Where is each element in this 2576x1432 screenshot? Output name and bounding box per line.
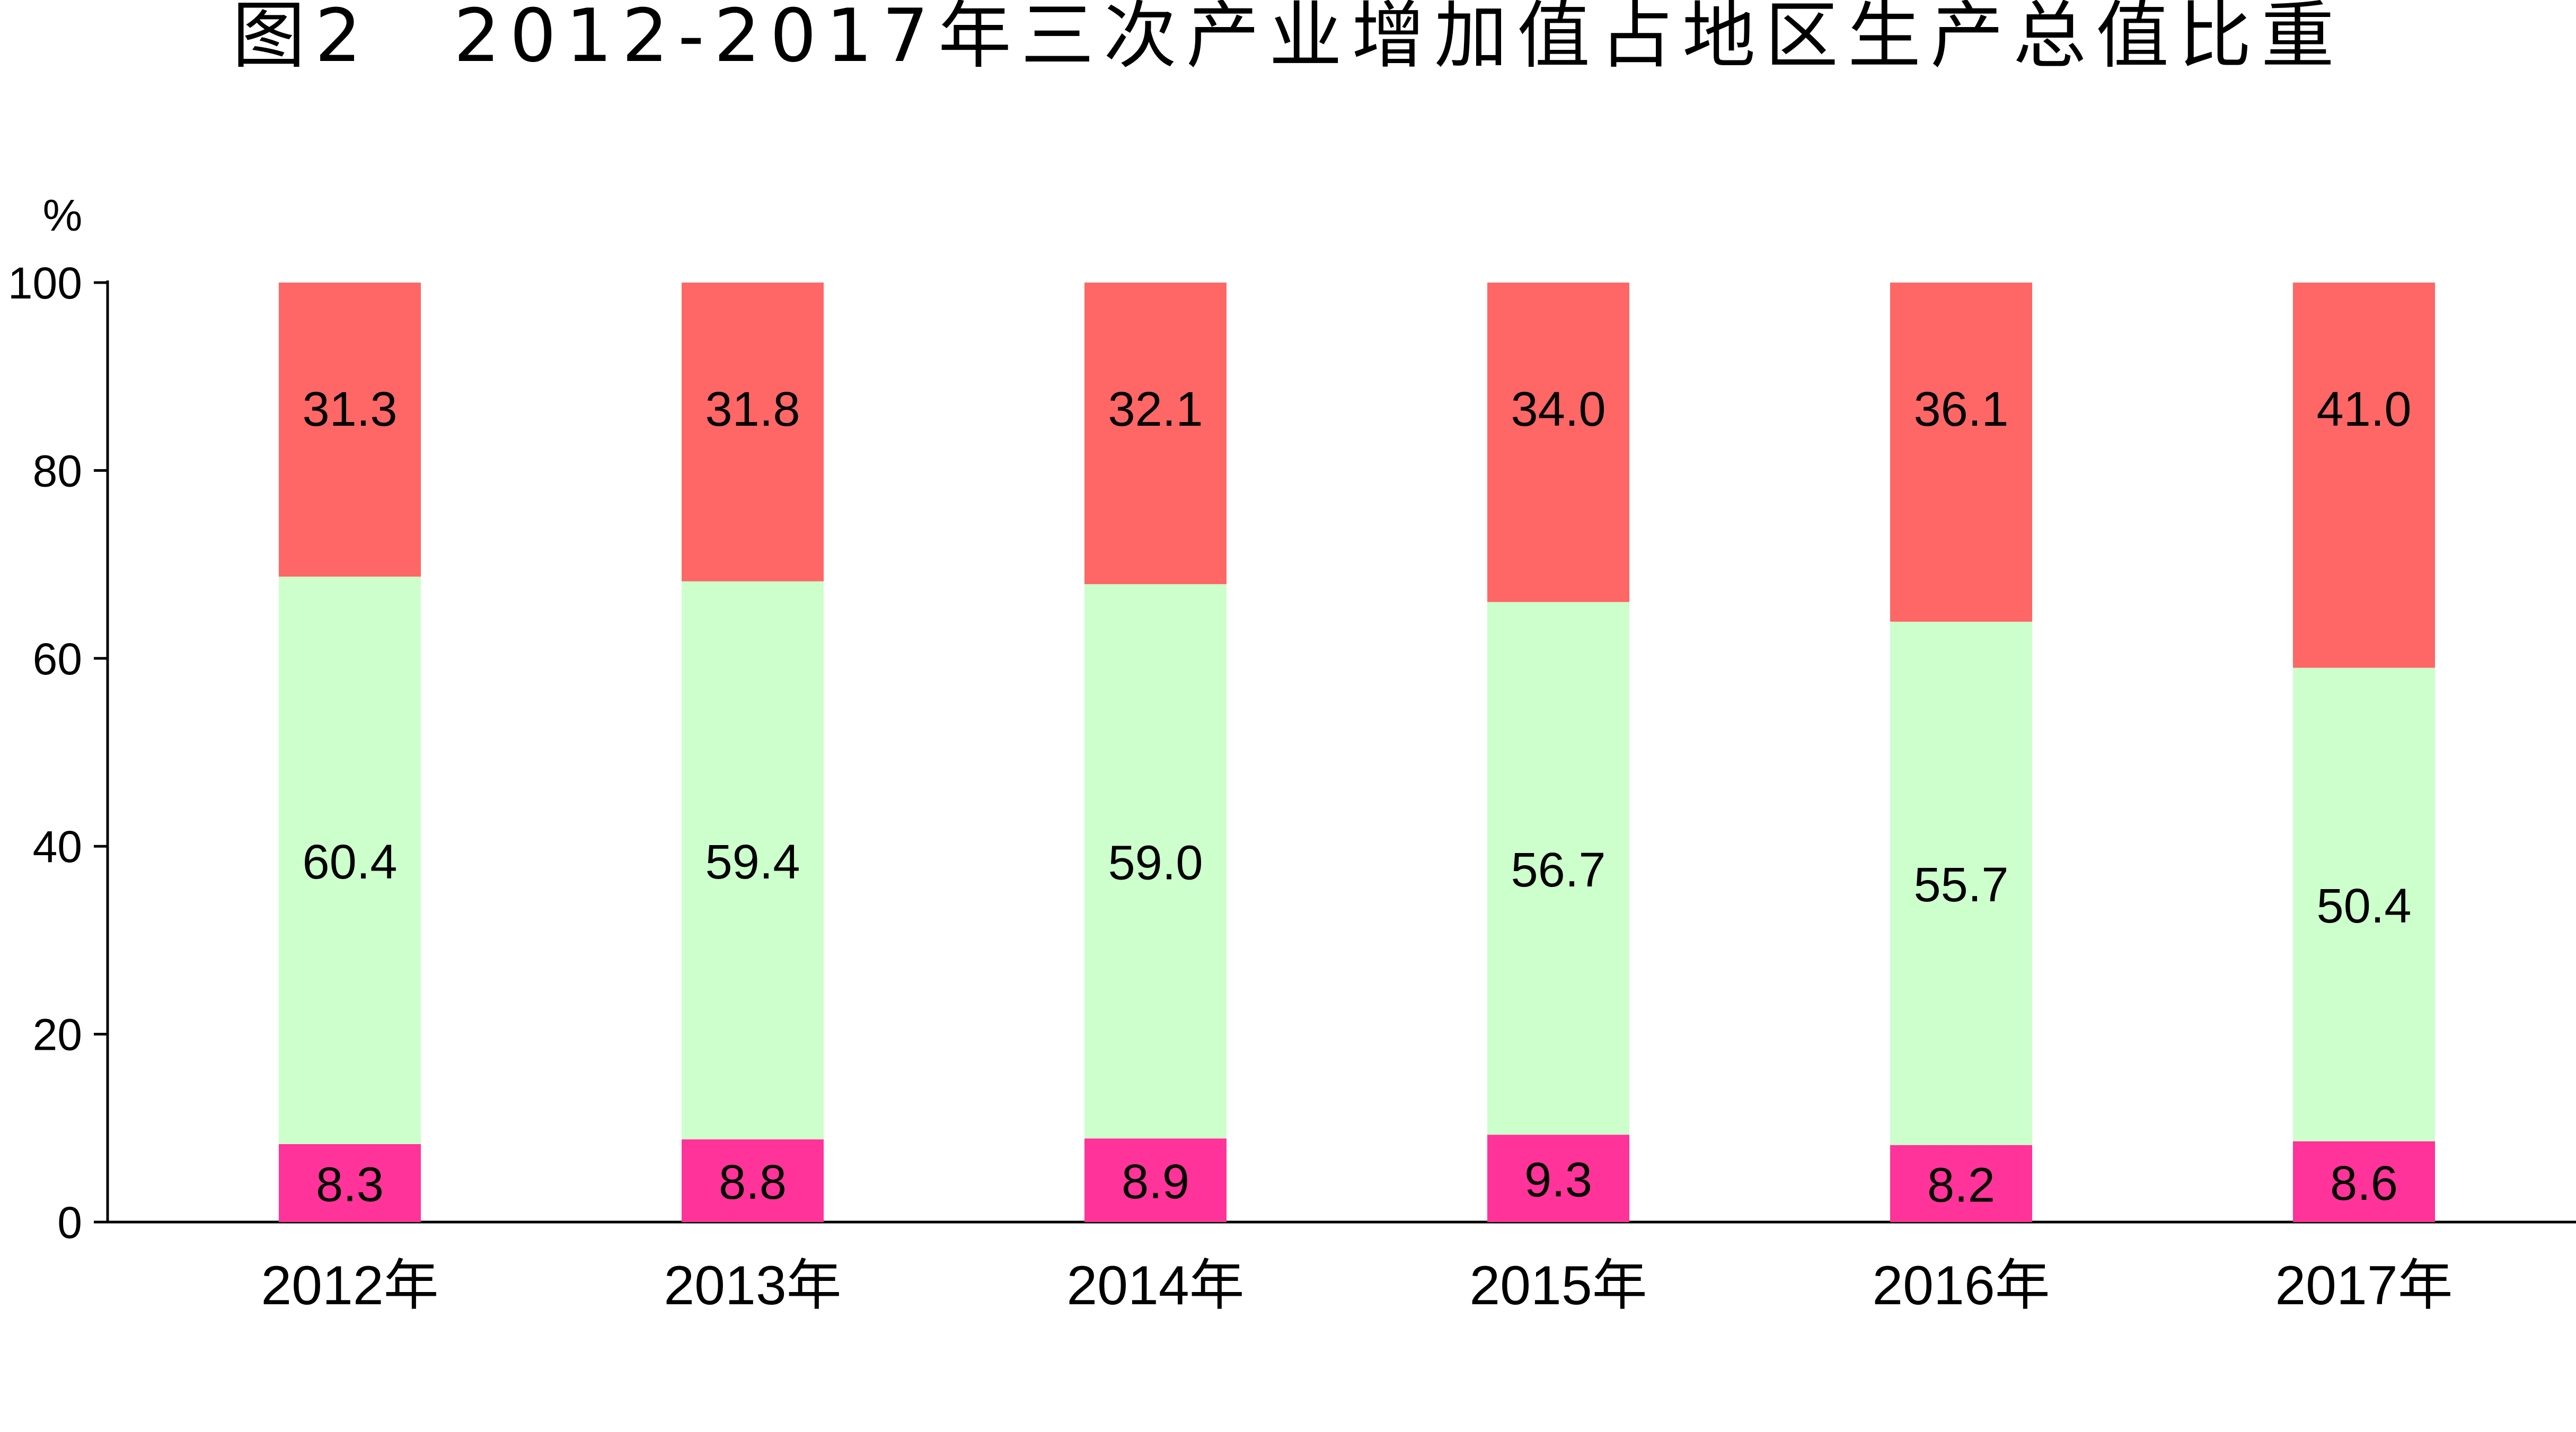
x-category-label: 2013年 xyxy=(664,1255,841,1316)
bar-segment xyxy=(2293,283,2435,668)
bar-segment xyxy=(1487,283,1629,602)
bar-value-label: 8.8 xyxy=(719,1155,787,1209)
bar-value-label: 59.4 xyxy=(705,835,800,889)
bar-value-label: 50.4 xyxy=(2316,879,2411,933)
bar-segment xyxy=(682,581,824,1140)
y-tick-label: 20 xyxy=(33,1010,82,1060)
bars-group xyxy=(279,283,2435,1222)
bar-segment xyxy=(1890,621,2032,1145)
bar-segment xyxy=(1487,602,1629,1135)
bar-value-label: 8.9 xyxy=(1122,1155,1189,1209)
bar-value-label: 34.0 xyxy=(1511,382,1605,436)
bar-segment xyxy=(1084,584,1227,1139)
bar-value-label: 41.0 xyxy=(2316,382,2411,436)
bar-value-label: 8.2 xyxy=(1927,1158,1995,1212)
bar-value-label: 32.1 xyxy=(1108,382,1203,436)
x-category-label: 2015年 xyxy=(1469,1255,1647,1316)
y-tick-label: 100 xyxy=(8,258,82,308)
x-category-label: 2016年 xyxy=(1872,1255,2050,1316)
bar-value-label: 36.1 xyxy=(1913,382,2008,436)
bar-value-label: 31.8 xyxy=(705,382,800,436)
bar-segment xyxy=(1084,283,1227,584)
bar-segment xyxy=(2293,667,2435,1141)
bar-segment xyxy=(279,283,421,577)
bar-value-label: 60.4 xyxy=(302,835,397,889)
bar-value-label: 55.7 xyxy=(1913,858,2008,912)
bar-segment xyxy=(2293,1141,2435,1222)
y-tick-label: 60 xyxy=(33,634,82,684)
axes: 0 20 40 60 80 100 xyxy=(8,258,2576,1247)
bar-segment xyxy=(279,1144,421,1222)
value-labels-group: 8.3 60.4 31.3 8.8 59.4 31.8 8.9 59.0 32.1 9.3 56.7… xyxy=(302,382,2411,1212)
bar-value-label: 56.7 xyxy=(1511,843,1605,897)
category-labels-group: 2012年 2013年 2014年 2015年 2016年 2017年 xyxy=(261,1255,2453,1316)
bar-segment xyxy=(1487,1135,1629,1222)
bar-value-label: 31.3 xyxy=(302,382,397,436)
chart-title: 图2 2012-2017年三次产业增加值占地区生产总值比重 xyxy=(232,0,2344,78)
bar-segment xyxy=(1890,283,2032,622)
y-tick-label: 0 xyxy=(57,1198,82,1247)
bar-value-label: 9.3 xyxy=(1524,1153,1592,1207)
x-category-label: 2014年 xyxy=(1066,1255,1244,1316)
bar-value-label: 8.6 xyxy=(2330,1156,2398,1210)
bar-segment xyxy=(682,283,824,582)
y-tick-label: 80 xyxy=(33,446,82,496)
x-category-label: 2017年 xyxy=(2275,1255,2453,1316)
x-category-label: 2012年 xyxy=(261,1255,438,1316)
bar-value-label: 8.3 xyxy=(316,1157,384,1211)
y-axis-unit-label: % xyxy=(43,190,83,240)
bar-segment xyxy=(1084,1138,1227,1222)
bar-segment xyxy=(1890,1145,2032,1222)
bar-value-label: 59.0 xyxy=(1108,836,1203,890)
bar-segment xyxy=(682,1139,824,1222)
bar-segment xyxy=(279,576,421,1144)
y-tick-label: 40 xyxy=(33,822,82,872)
